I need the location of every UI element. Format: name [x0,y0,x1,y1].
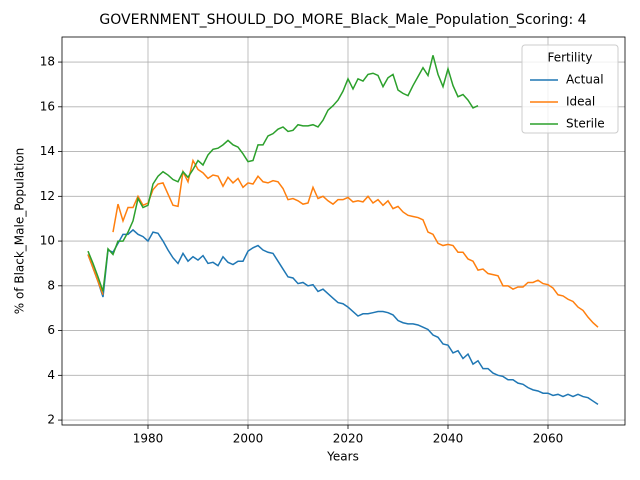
y-tick-label: 12 [40,189,55,203]
legend-label: Ideal [566,95,595,109]
y-tick-label: 14 [40,144,55,158]
legend-title: Fertility [547,51,592,65]
data-line [87,158,599,328]
x-tick-label: 2020 [333,432,364,446]
x-tick-label: 2040 [433,432,464,446]
y-tick-label: 8 [47,278,55,292]
chart-title: GOVERNMENT_SHOULD_DO_MORE_Black_Male_Pop… [99,12,586,28]
plot-frame [61,36,626,426]
x-tick-label: 2060 [533,432,564,446]
legend-label: Actual [566,73,604,87]
y-axis-label: % of Black_Male_Population [13,148,27,315]
legend-label: Sterile [566,117,605,131]
y-tick-label: 2 [47,413,55,427]
data-line [87,55,479,292]
x-tick-label: 1980 [133,432,164,446]
y-tick-label: 16 [40,99,55,113]
y-tick-label: 18 [40,55,55,69]
y-tick-label: 4 [47,368,55,382]
data-line [87,228,599,406]
legend-box [521,44,619,134]
y-tick-label: 10 [40,234,55,248]
legend: Fertility Actual Ideal Sterile [521,44,619,134]
x-axis-label: Years [326,450,359,464]
x-tick-label: 2000 [233,432,264,446]
y-tick-label: 6 [47,323,55,337]
